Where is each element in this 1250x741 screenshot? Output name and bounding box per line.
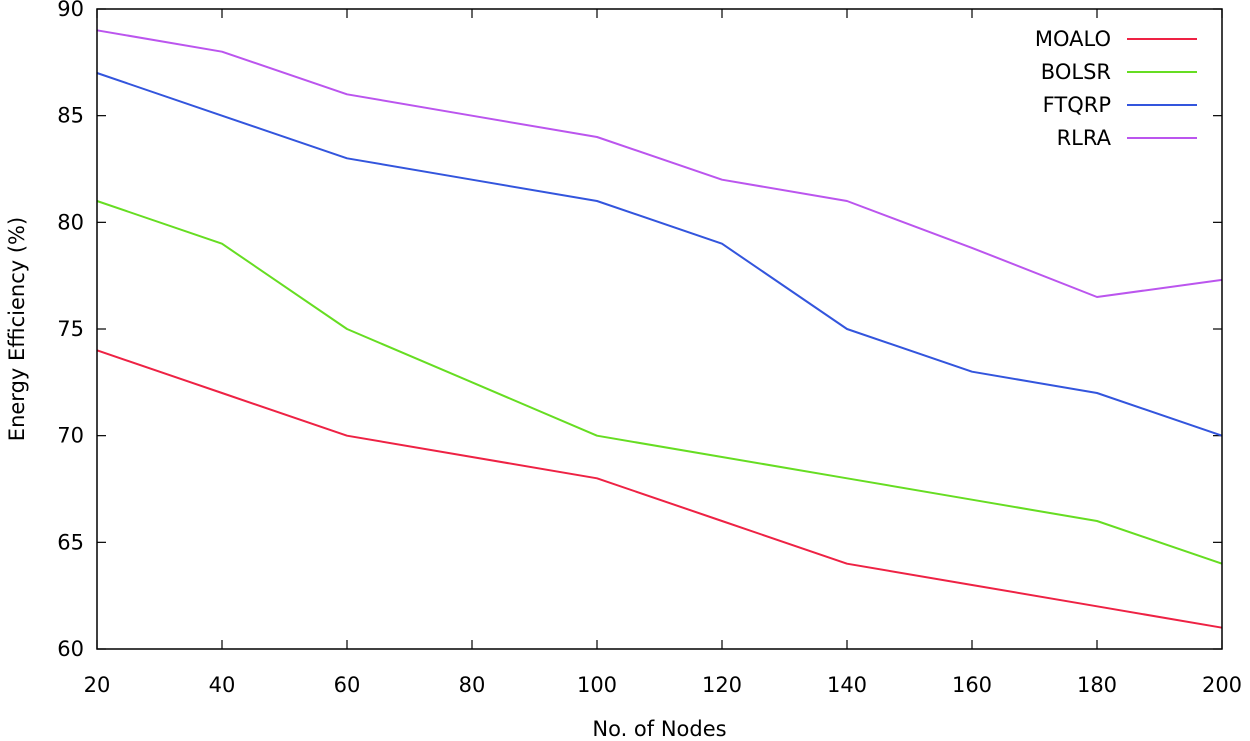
legend-item-moalo: MOALO bbox=[1035, 27, 1197, 51]
x-tick-label: 80 bbox=[459, 673, 486, 697]
x-tick-label: 200 bbox=[1202, 673, 1242, 697]
x-tick-label: 180 bbox=[1077, 673, 1117, 697]
y-tick-label: 65 bbox=[57, 530, 84, 554]
x-tick-label: 140 bbox=[827, 673, 867, 697]
x-tick-label: 100 bbox=[577, 673, 617, 697]
legend-label: BOLSR bbox=[1041, 60, 1111, 84]
legend-label: RLRA bbox=[1057, 126, 1112, 150]
x-tick-label: 60 bbox=[334, 673, 361, 697]
series-line-moalo bbox=[96, 349, 1223, 629]
x-axis-title: No. of Nodes bbox=[592, 717, 726, 741]
x-axis-ticks: 20 40 60 80 100 120 140 160 180 200 bbox=[84, 9, 1242, 697]
legend: MOALO BOLSR FTQRP RLRA bbox=[1035, 27, 1197, 150]
y-tick-label: 90 bbox=[57, 0, 84, 21]
y-axis-ticks: 60 65 70 75 80 85 90 bbox=[57, 0, 1222, 661]
series-line-bolsr bbox=[96, 200, 1223, 565]
y-tick-label: 75 bbox=[57, 317, 84, 341]
x-tick-label: 20 bbox=[84, 673, 111, 697]
plot-area-frame bbox=[96, 8, 1223, 650]
series-line-rlra bbox=[96, 29, 1223, 298]
series-lines bbox=[96, 29, 1223, 629]
x-tick-label: 40 bbox=[209, 673, 236, 697]
x-tick-label: 120 bbox=[702, 673, 742, 697]
y-axis-title: Energy Efficiency (%) bbox=[5, 217, 29, 441]
legend-item-bolsr: BOLSR bbox=[1041, 60, 1197, 84]
x-tick-label: 160 bbox=[952, 673, 992, 697]
series-line-ftqrp bbox=[96, 72, 1223, 437]
legend-item-ftqrp: FTQRP bbox=[1043, 93, 1197, 117]
y-tick-label: 60 bbox=[57, 637, 84, 661]
y-tick-label: 80 bbox=[57, 210, 84, 234]
legend-item-rlra: RLRA bbox=[1057, 126, 1197, 150]
legend-label: MOALO bbox=[1035, 27, 1111, 51]
y-tick-label: 85 bbox=[57, 104, 84, 128]
legend-label: FTQRP bbox=[1043, 93, 1111, 117]
y-tick-label: 70 bbox=[57, 424, 84, 448]
